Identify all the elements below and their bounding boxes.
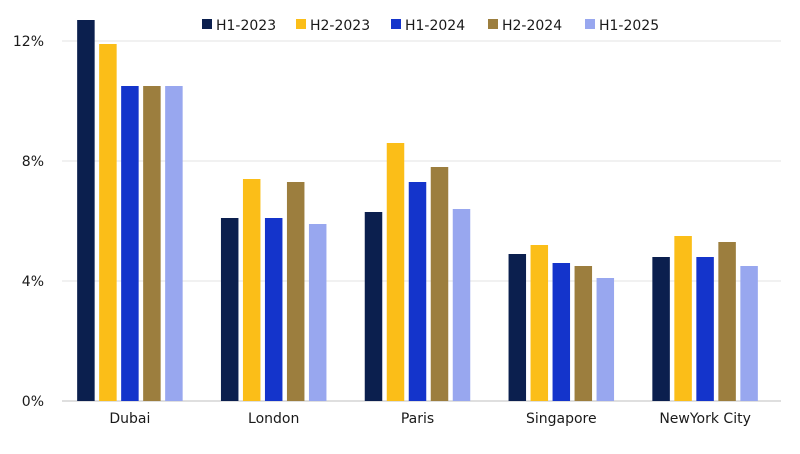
bar-h1-2025-london <box>308 224 327 401</box>
bar-h2-2023-newyork-city <box>674 236 692 401</box>
legend-swatch <box>391 19 401 29</box>
bar-h1-2024-paris <box>408 182 427 401</box>
x-tick-label: Singapore <box>526 411 597 427</box>
legend-swatch <box>488 19 498 29</box>
bar-h1-2025-newyork-city <box>740 266 758 401</box>
bar-h2-2023-paris <box>386 143 405 401</box>
legend-label: H2-2023 <box>310 18 370 34</box>
legend-label: H1-2024 <box>405 18 465 34</box>
bar-h2-2023-singapore <box>530 245 549 401</box>
bar-h1-2024-london <box>264 218 283 401</box>
bar-h2-2023-london <box>242 179 261 401</box>
bar-h2-2024-singapore <box>574 266 593 401</box>
x-tick-label: NewYork City <box>659 411 751 427</box>
y-axis-ticks: 0% 4% 8% 12% <box>13 34 44 410</box>
bar-h2-2023-dubai <box>99 44 117 401</box>
bar-h1-2023-paris <box>364 212 383 401</box>
bar-h1-2023-london <box>220 218 239 401</box>
bar-h1-2025-singapore <box>596 278 615 401</box>
bar-h1-2025-dubai <box>165 86 183 401</box>
x-axis-ticks: Dubai London Paris Singapore NewYork City <box>109 411 750 427</box>
x-tick-label: Paris <box>401 411 434 427</box>
x-tick-label: London <box>248 411 299 427</box>
bar-h2-2024-london <box>286 182 305 401</box>
bar-h2-2024-newyork-city <box>718 242 736 401</box>
legend-swatch <box>296 19 306 29</box>
y-tick-label: 8% <box>22 154 44 170</box>
legend: H1-2023 H2-2023 H1-2024 H2-2024 H1-2025 <box>202 18 659 34</box>
legend-swatch <box>202 19 212 29</box>
y-tick-label: 4% <box>22 274 44 290</box>
legend-swatch <box>585 19 595 29</box>
bar-h1-2024-dubai <box>121 86 139 401</box>
bar-h1-2023-dubai <box>77 20 95 401</box>
bar-h1-2024-singapore <box>552 263 571 401</box>
y-tick-label: 0% <box>22 394 44 410</box>
x-tick-label: Dubai <box>109 411 150 427</box>
bar-h2-2024-dubai <box>143 86 161 401</box>
legend-label: H1-2025 <box>599 18 659 34</box>
bar-h1-2025-paris <box>452 209 471 401</box>
bars <box>77 20 758 401</box>
y-tick-label: 12% <box>13 34 44 50</box>
legend-label: H2-2024 <box>502 18 562 34</box>
bar-h1-2023-singapore <box>508 254 527 401</box>
bar-h1-2024-newyork-city <box>696 257 714 401</box>
bar-h1-2023-newyork-city <box>652 257 670 401</box>
bar-h2-2024-paris <box>430 167 449 401</box>
legend-label: H1-2023 <box>216 18 276 34</box>
